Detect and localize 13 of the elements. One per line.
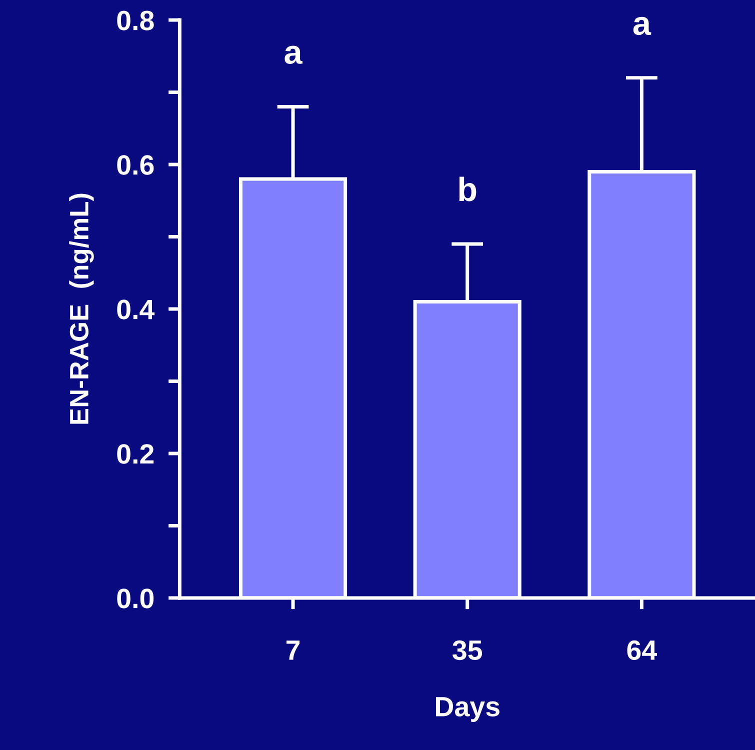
y-tick-label: 0.2 bbox=[117, 444, 154, 464]
x-tick-label: 7 bbox=[286, 640, 300, 660]
x-tick-label: 64 bbox=[627, 640, 657, 660]
y-tick-label: 0.8 bbox=[117, 10, 154, 30]
annotation: b bbox=[459, 176, 476, 202]
annotation: a bbox=[633, 16, 652, 36]
y-axis-title: EN-RAGE (ng/mL) bbox=[69, 194, 94, 424]
x-tick-label: 35 bbox=[452, 640, 482, 660]
y-tick-label: 0.0 bbox=[117, 588, 154, 608]
y-tick-label: 0.6 bbox=[117, 155, 154, 175]
x-axis-title: Days bbox=[436, 697, 500, 722]
annotation: a bbox=[284, 46, 302, 64]
y-tick-label: 0.4 bbox=[117, 300, 155, 320]
